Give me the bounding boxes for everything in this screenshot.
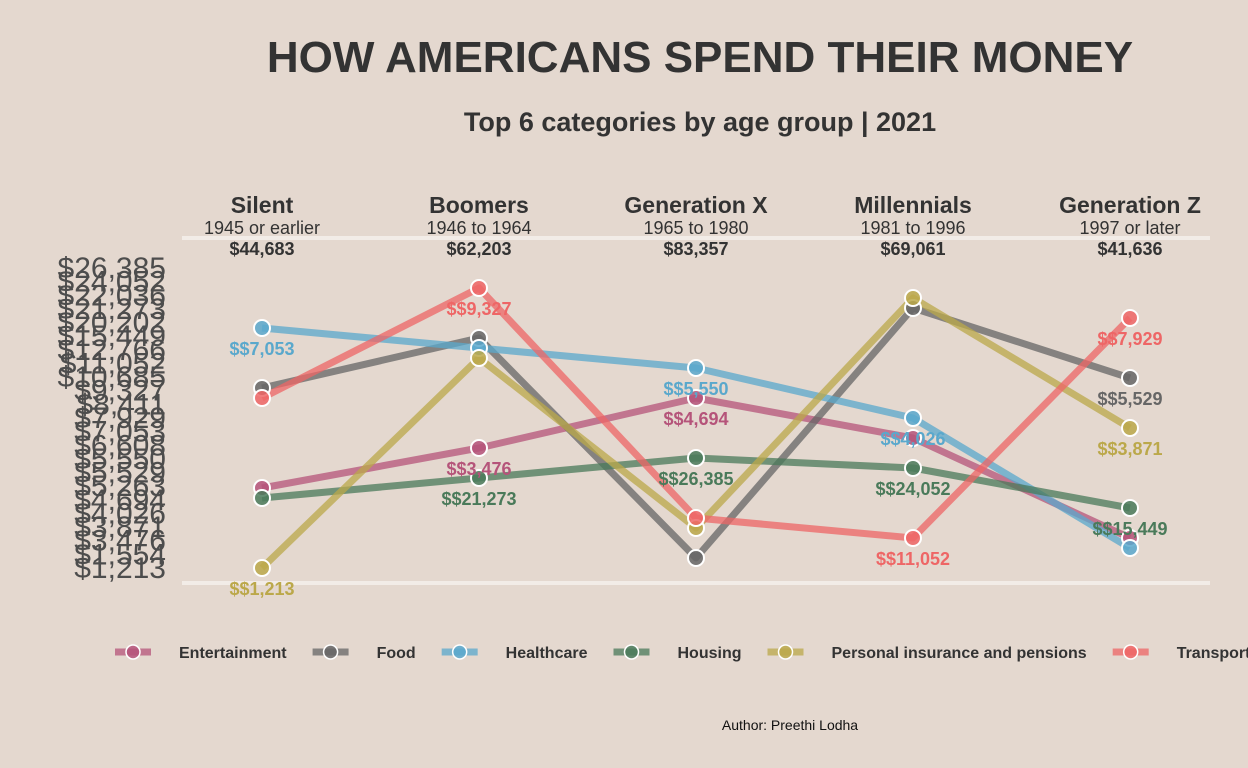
data-point (687, 359, 705, 377)
generation-income: $62,203 (446, 239, 511, 259)
data-point (1121, 539, 1139, 557)
generation-birth-range: 1945 or earlier (204, 218, 320, 238)
y-axis-tick-labels: $1,213$1,554$3,476$3,871$4,026$4,694$5,2… (58, 252, 166, 585)
data-label: $$21,273 (441, 489, 516, 509)
legend-label: Food (377, 645, 416, 662)
generation-birth-range: 1997 or later (1079, 218, 1180, 238)
generation-name: Silent (231, 192, 294, 218)
y-tick-label: $24,052 (58, 266, 166, 299)
y-tick-label: $26,385 (58, 252, 166, 285)
y-tick-label: $20,202 (58, 307, 166, 340)
data-point (253, 389, 271, 407)
y-tick-label: $21,273 (58, 293, 166, 326)
data-label: $$7,929 (1097, 329, 1162, 349)
legend-label: Healthcare (506, 645, 588, 662)
y-tick-label: $3,476 (74, 525, 166, 558)
y-tick-label: $3,871 (74, 511, 166, 544)
generation-income: $83,357 (663, 239, 728, 259)
data-point (470, 349, 488, 367)
y-tick-label: $4,694 (74, 484, 166, 517)
legend-label: Transportation (1177, 645, 1248, 662)
legend-label: Personal insurance and pensions (832, 645, 1087, 662)
generation-income: $44,683 (229, 239, 294, 259)
y-tick-label: $4,026 (74, 498, 166, 531)
y-tick-label: $5,529 (74, 457, 166, 490)
series-points (253, 279, 1139, 577)
data-point (1121, 369, 1139, 387)
data-point (904, 529, 922, 547)
y-tick-label: $5,263 (74, 470, 166, 503)
generation-birth-range: 1946 to 1964 (426, 218, 531, 238)
legend-swatch-point (777, 644, 794, 660)
data-label: $$24,052 (875, 479, 950, 499)
data-point (253, 489, 271, 507)
data-point (687, 389, 705, 407)
legend-swatch-point (451, 644, 468, 660)
data-point (470, 439, 488, 457)
data-point (470, 469, 488, 487)
generation-income: $41,636 (1097, 239, 1162, 259)
legend-swatch-point (322, 644, 339, 660)
generation-birth-range: 1965 to 1980 (643, 218, 748, 238)
data-point (904, 409, 922, 427)
data-label: $$26,385 (658, 469, 733, 489)
data-point (1121, 309, 1139, 327)
data-label: $$7,053 (229, 339, 294, 359)
legend-label: Housing (678, 645, 742, 662)
y-tick-label: $7,929 (74, 402, 166, 435)
data-label: $$4,026 (880, 429, 945, 449)
y-tick-label: $6,608 (74, 429, 166, 462)
data-point (904, 459, 922, 477)
data-label: $$3,871 (1097, 439, 1162, 459)
y-tick-label: $22,036 (58, 279, 166, 312)
legend-swatch-point (1122, 644, 1139, 660)
data-point (687, 549, 705, 567)
y-tick-label: $15,449 (58, 320, 166, 353)
generation-name: Generation Z (1059, 192, 1201, 218)
chart-title: HOW AMERICANS SPEND THEIR MONEY (267, 33, 1133, 82)
data-point (253, 559, 271, 577)
data-point (687, 449, 705, 467)
caption: Author: Preethi Lodha (722, 717, 858, 733)
generation-name: Millennials (854, 192, 972, 218)
data-point (1121, 419, 1139, 437)
data-label: $$9,327 (446, 299, 511, 319)
y-tick-label: $8,411 (76, 388, 166, 421)
y-tick-label: $10,685 (58, 361, 166, 394)
data-label: $$11,052 (876, 549, 950, 569)
y-tick-label: $1,213 (74, 552, 166, 585)
generation-income: $69,061 (880, 239, 945, 259)
legend: Entertainment Food Healthcare Housing Person… (115, 644, 1248, 662)
y-tick-label: $7,053 (74, 416, 166, 449)
legend-swatch-point (623, 644, 640, 660)
y-tick-label: $11,052 (60, 348, 166, 381)
data-label: $$5,529 (1097, 389, 1162, 409)
data-label: $$3,476 (446, 459, 511, 479)
y-tick-label: $5,550 (74, 443, 166, 476)
data-point (904, 429, 922, 447)
data-point (1121, 499, 1139, 517)
y-tick-label: $9,327 (74, 375, 166, 408)
chart-subtitle: Top 6 categories by age group | 2021 (464, 107, 936, 137)
data-point (687, 509, 705, 527)
data-label: $$4,694 (663, 409, 728, 429)
data-labels: $$3,476 $$4,694 $$5,529 $$7,053 $$5,550 $$4,0… (229, 299, 1167, 599)
data-label: $$1,213 (229, 579, 294, 599)
data-label: $$5,550 (663, 379, 728, 399)
legend-swatch-point (125, 644, 141, 660)
y-tick-label: $12,766 (58, 334, 166, 367)
generation-name: Generation X (624, 192, 768, 218)
legend-label: Entertainment (179, 645, 287, 662)
data-point (904, 289, 922, 307)
generation-birth-range: 1981 to 1996 (860, 218, 965, 238)
data-point (253, 319, 271, 337)
generation-name: Boomers (429, 192, 529, 218)
data-label: $$15,449 (1092, 519, 1167, 539)
data-point (470, 279, 488, 297)
y-tick-label: $1,554 (74, 538, 166, 571)
